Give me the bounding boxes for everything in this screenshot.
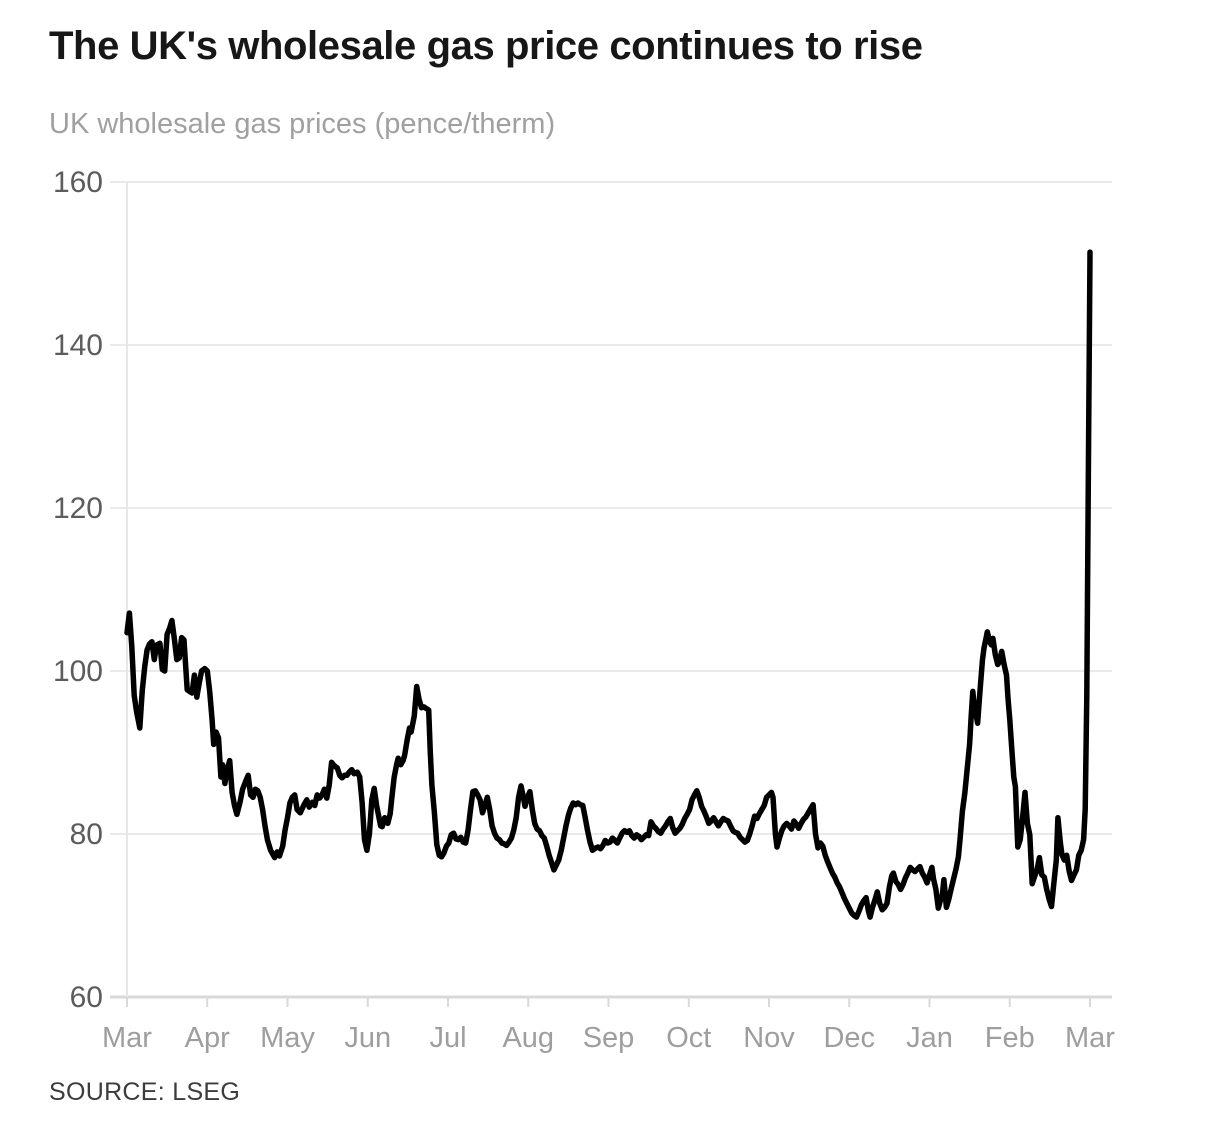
y-tick-label-80: 80 bbox=[70, 818, 103, 851]
y-tick-label-100: 100 bbox=[53, 655, 103, 688]
x-tick-label-sep-6: Sep bbox=[583, 1022, 635, 1054]
y-tick-label-120: 120 bbox=[53, 492, 103, 525]
x-tick-label-jun-3: Jun bbox=[344, 1022, 391, 1054]
source-caption: SOURCE: LSEG bbox=[49, 1078, 241, 1106]
x-tick-label-oct-7: Oct bbox=[666, 1022, 711, 1054]
x-tick-label-jul-4: Jul bbox=[429, 1022, 466, 1054]
chart-subtitle: UK wholesale gas prices (pence/therm) bbox=[49, 108, 556, 140]
page-title: The UK's wholesale gas price continues t… bbox=[49, 24, 923, 68]
y-tick-label-140: 140 bbox=[53, 329, 103, 362]
x-tick-label-apr-1: Apr bbox=[185, 1022, 230, 1054]
x-tick-label-feb-11: Feb bbox=[985, 1022, 1035, 1054]
x-tick-label-dec-9: Dec bbox=[823, 1022, 875, 1054]
x-tick-label-mar-12: Mar bbox=[1065, 1022, 1115, 1054]
x-tick-label-aug-5: Aug bbox=[502, 1022, 554, 1054]
x-tick-label-mar-0: Mar bbox=[102, 1022, 152, 1054]
gas-price-line bbox=[124, 249, 1093, 920]
x-tick-label-may-2: May bbox=[260, 1022, 315, 1054]
y-tick-label-160: 160 bbox=[53, 166, 103, 199]
x-tick-label-nov-8: Nov bbox=[743, 1022, 795, 1054]
x-tick-label-jan-10: Jan bbox=[906, 1022, 953, 1054]
y-tick-label-60: 60 bbox=[70, 981, 103, 1014]
